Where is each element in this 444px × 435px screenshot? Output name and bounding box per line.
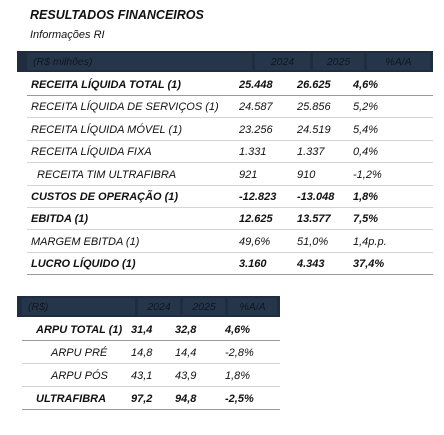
table1-header-2024: 2024: [255, 53, 310, 70]
value-pct: 37,4%: [353, 258, 385, 271]
value-2024: 24.587: [239, 101, 273, 114]
row-label: MARGEM EBITDA (1): [31, 235, 140, 248]
table-row: ARPU PÓS 43,1 43,9 1,8%: [22, 366, 280, 387]
value-2024: 12.625: [239, 213, 273, 226]
value-pct: 5,4%: [353, 123, 379, 136]
table-row: ULTRAFIBRA 97,2 94,8 -2,5%: [22, 389, 280, 410]
value-2025: 43,9: [175, 370, 197, 382]
row-label: ARPU PRÉ: [51, 347, 108, 359]
table-row: RECEITA LÍQUIDA MÓVEL (1) 23.256 24.519 5,4…: [27, 120, 433, 141]
value-2024: 921: [239, 168, 258, 181]
value-pct: -1,2%: [353, 168, 382, 181]
value-2024: 23.256: [239, 123, 273, 136]
value-2024: 25.448: [239, 79, 273, 91]
row-label: EBITDA (1): [31, 213, 89, 226]
value-2024: 97,2: [131, 393, 153, 405]
table-row: CUSTOS DE OPERAÇÃO (1) -12.823 -13.048 1,8%: [27, 187, 433, 208]
row-label: RECEITA LÍQUIDA DE SERVIÇOS (1): [31, 101, 219, 114]
table-row: RECEITA LÍQUIDA FIXA 1.331 1.337 0,4%: [27, 142, 433, 164]
table2-header-2024: 2024: [138, 298, 180, 315]
value-pct: 0,4%: [353, 146, 379, 159]
value-2025: 94,8: [175, 393, 197, 405]
row-label: RECEITA LÍQUIDA FIXA: [31, 146, 152, 159]
page-title: RESULTADOS FINANCEIROS: [30, 8, 204, 22]
table-row: ARPU TOTAL (1) 31,4 32,8 4,6%: [22, 320, 280, 341]
value-pct: -2,8%: [225, 347, 254, 359]
row-label: LUCRO LÍQUIDO (1): [31, 258, 136, 271]
value-pct: 4,6%: [353, 79, 379, 91]
table2-header-label: (R$): [22, 298, 135, 315]
row-label: RECEITA LÍQUIDA MÓVEL (1): [31, 123, 182, 136]
table2-header-pct: %A/A: [228, 298, 277, 315]
value-2025: 13.577: [297, 213, 331, 226]
value-2025: 32,8: [175, 324, 197, 336]
table-row: ARPU PRÉ 14,8 14,4 -2,8%: [22, 343, 280, 364]
value-2025: 24.519: [297, 123, 331, 136]
value-pct: 5,2%: [353, 101, 379, 114]
row-label: CUSTOS DE OPERAÇÃO (1): [31, 191, 179, 203]
row-label: RECEITA TIM ULTRAFIBRA: [37, 168, 177, 181]
table-row: RECEITA LÍQUIDA DE SERVIÇOS (1) 24.587 25.…: [27, 97, 433, 119]
table1-header-2025: 2025: [313, 53, 364, 70]
value-pct: 7,5%: [353, 213, 379, 226]
value-2025: -13.048: [297, 191, 335, 203]
value-2025: 26.625: [297, 79, 331, 91]
value-2024: 1.331: [239, 146, 267, 159]
value-2024: 49,6%: [239, 235, 271, 248]
value-pct: 1,8%: [353, 191, 379, 203]
value-2025: 25.856: [297, 101, 331, 114]
value-pct: 1,4p.p.: [353, 235, 387, 248]
value-pct: 4,6%: [225, 324, 251, 336]
value-2025: 910: [297, 168, 316, 181]
value-2024: 43,1: [131, 370, 153, 382]
value-2025: 4.343: [297, 258, 325, 271]
table1-header-pct: %A/A: [367, 53, 430, 70]
value-pct: 1,8%: [225, 370, 251, 382]
table-row: MARGEM EBITDA (1) 49,6% 51,0% 1,4p.p.: [27, 232, 433, 253]
table2-header-2025: 2025: [183, 298, 225, 315]
value-pct: -2,5%: [225, 393, 254, 405]
row-label: ARPU PÓS: [51, 370, 108, 382]
page-subtitle: Informações RI: [30, 29, 105, 41]
value-2025: 51,0%: [297, 235, 329, 248]
row-label: ARPU TOTAL (1): [36, 324, 123, 336]
table-row: RECEITA TIM ULTRAFIBRA 921 910 -1,2%: [27, 165, 433, 186]
value-2025: 1.337: [297, 146, 325, 159]
row-label: RECEITA LÍQUIDA TOTAL (1): [31, 79, 181, 91]
row-label: ULTRAFIBRA: [36, 393, 107, 405]
value-2024: -12.823: [239, 191, 277, 203]
value-2025: 14,4: [175, 347, 197, 359]
value-2024: 31,4: [131, 324, 153, 336]
value-2024: 14,8: [131, 347, 153, 359]
table1-header-label: (R$ milhões): [27, 53, 252, 70]
table-row: LUCRO LÍQUIDO (1) 3.160 4.343 37,4%: [27, 254, 433, 276]
value-2024: 3.160: [239, 258, 267, 271]
table-row: RECEITA LÍQUIDA TOTAL (1) 25.448 26.625 4,6…: [27, 75, 433, 96]
table-row: EBITDA (1) 12.625 13.577 7,5%: [27, 209, 433, 231]
